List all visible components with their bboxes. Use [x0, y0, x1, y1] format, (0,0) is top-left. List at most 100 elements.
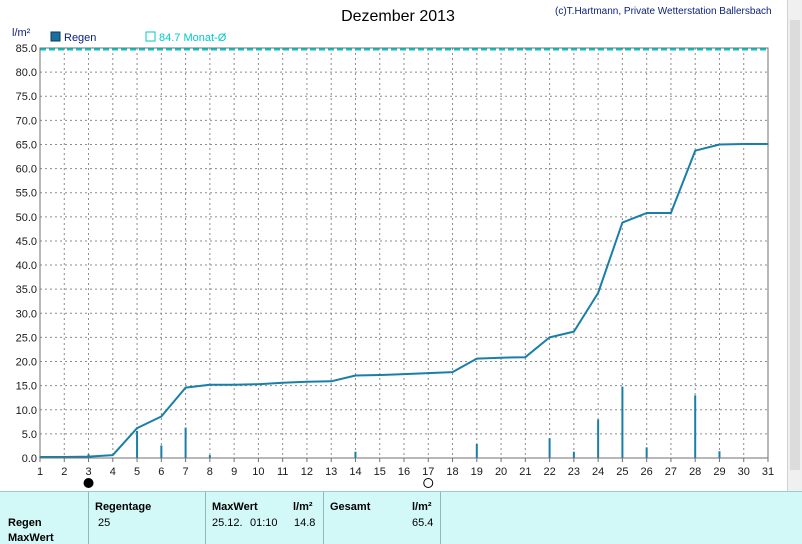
- x-tick-label: 20: [495, 466, 507, 478]
- x-tick-label: 15: [374, 466, 386, 478]
- cumulative-rain-point: [742, 143, 745, 145]
- y-tick-label: 65.0: [16, 139, 37, 151]
- x-tick-label: 7: [183, 466, 189, 478]
- cumulative-rain-point: [160, 415, 163, 418]
- x-tick-label: 9: [231, 466, 237, 478]
- x-tick-label: 19: [471, 466, 483, 478]
- x-tick-label: 5: [134, 466, 140, 478]
- daily-rain-bar: [718, 451, 721, 458]
- x-tick-label: 1: [37, 466, 43, 478]
- cumulative-rain-point: [645, 212, 648, 214]
- y-tick-label: 80.0: [16, 67, 37, 79]
- x-tick-label: 4: [110, 466, 116, 478]
- y-tick-label: 45.0: [16, 236, 37, 248]
- vertical-scrollbar[interactable]: [787, 0, 802, 491]
- y-tick-label: 55.0: [16, 188, 37, 200]
- y-tick-label: 50.0: [16, 212, 37, 224]
- cumulative-rain-point: [63, 456, 66, 458]
- cumulative-rain-point: [670, 212, 672, 214]
- stats-divider: [205, 492, 206, 544]
- rain-chart: Dezember 2013 (c)T.Hartmann, Private Wet…: [12, 6, 775, 488]
- gesamt-value: 65.4: [412, 517, 434, 529]
- x-tick-label: 6: [158, 466, 164, 478]
- y-tick-label: 85.0: [16, 43, 37, 55]
- y-tick-label: 5.0: [22, 429, 37, 441]
- cumulative-rain-point: [597, 292, 599, 294]
- x-tick-label: 13: [325, 466, 337, 478]
- x-tick-labels: 1 2 3 4 5 6 7 8 9 10 11 12 13 14 15 16 17 18 19 20 21 22 23 24 2…: [37, 458, 774, 478]
- cumulative-rain-point: [136, 427, 138, 429]
- cumulative-rain-line: [39, 143, 769, 458]
- legend-label-monthly-average: 84.7 Monat-Ø: [159, 32, 227, 44]
- cumulative-rain-point: [184, 386, 187, 389]
- x-tick-label: 16: [398, 466, 410, 478]
- daily-rain-bar: [208, 455, 211, 458]
- cumulative-rain-point: [451, 371, 454, 373]
- stats-divider: [440, 492, 441, 544]
- legend-swatch-regen: [50, 31, 61, 42]
- cumulative-rain-point: [524, 356, 527, 358]
- cumulative-rain-point: [306, 380, 308, 383]
- daily-rain-bar: [621, 386, 624, 458]
- maxwert-time: 01:10: [250, 517, 278, 529]
- x-tick-label: 10: [252, 466, 264, 478]
- x-tick-label: 31: [762, 466, 774, 478]
- daily-rain-bar: [597, 419, 600, 458]
- cumulative-rain-point: [476, 357, 478, 360]
- cumulative-rain-point: [500, 356, 502, 359]
- x-tick-label: 22: [543, 466, 555, 478]
- cumulative-rain-point: [112, 454, 114, 456]
- y-tick-label: 35.0: [16, 284, 37, 296]
- y-tick-label: 60.0: [16, 164, 37, 176]
- x-tick-label: 8: [207, 466, 213, 478]
- y-tick-label: 75.0: [16, 91, 37, 103]
- cumulative-rain-point: [403, 373, 405, 375]
- y-axis-unit: l/m²: [12, 27, 31, 39]
- cumulative-rain-point: [378, 374, 381, 376]
- full-moon-icon: [423, 478, 434, 488]
- scrollbar-thumb[interactable]: [790, 20, 800, 470]
- daily-rain-bar: [475, 444, 478, 458]
- x-tick-label: 27: [665, 466, 677, 478]
- x-tick-label: 3: [85, 466, 91, 478]
- gesamt-header: Gesamt: [330, 501, 371, 513]
- cumulative-rain-point: [330, 380, 333, 383]
- x-tick-label: 21: [519, 466, 531, 478]
- maxwert-header: MaxWert: [212, 501, 258, 513]
- chart-legend: Regen 84.7 Monat-Ø: [50, 31, 227, 44]
- stats-row-label-regen: Regen: [8, 517, 42, 529]
- daily-rain-bar: [184, 427, 187, 458]
- regentage-header: Regentage: [95, 501, 152, 513]
- x-tick-label: 2: [61, 466, 67, 478]
- stats-row-label-maxwert: MaxWert: [8, 532, 54, 544]
- y-tick-label: 25.0: [16, 332, 37, 344]
- daily-rain-bar: [136, 430, 139, 458]
- y-tick-label: 40.0: [16, 260, 37, 272]
- cumulative-rain-point: [209, 383, 211, 386]
- chart-credit: (c)T.Hartmann, Private Wetterstation Bal…: [555, 6, 772, 17]
- cumulative-rain-point: [621, 221, 624, 224]
- x-tick-label: 23: [568, 466, 580, 478]
- cumulative-rain-point: [233, 383, 235, 386]
- cumulative-rain-point: [257, 383, 260, 386]
- moon-phase-markers: [83, 478, 434, 488]
- maxwert-unit: l/m²: [293, 501, 313, 513]
- y-tick-label: 0.0: [22, 453, 37, 465]
- x-tick-label: 29: [713, 466, 725, 478]
- daily-rain-bar: [645, 447, 648, 458]
- maxwert-value: 14.8: [294, 517, 316, 529]
- cumulative-rain-point: [694, 149, 696, 152]
- daily-rain-bar: [694, 395, 697, 458]
- stats-panel: Regen MaxWert Regentage 25 MaxWert l/m² …: [0, 491, 802, 544]
- x-tick-label: 14: [349, 466, 361, 478]
- daily-rain-bar: [572, 451, 575, 458]
- cumulative-rain-point: [427, 372, 430, 374]
- x-tick-label: 30: [738, 466, 750, 478]
- x-tick-label: 25: [616, 466, 628, 478]
- grid-lines: [40, 48, 768, 458]
- y-tick-labels: 0.0 5.0 10.0 15.0 20.0 25.0 30.0 35.0 40.0 45.0 50…: [16, 43, 37, 465]
- x-tick-label: 26: [641, 466, 653, 478]
- daily-rain-bar: [160, 445, 163, 458]
- daily-rain-bar: [354, 451, 357, 458]
- x-tick-label: 12: [301, 466, 313, 478]
